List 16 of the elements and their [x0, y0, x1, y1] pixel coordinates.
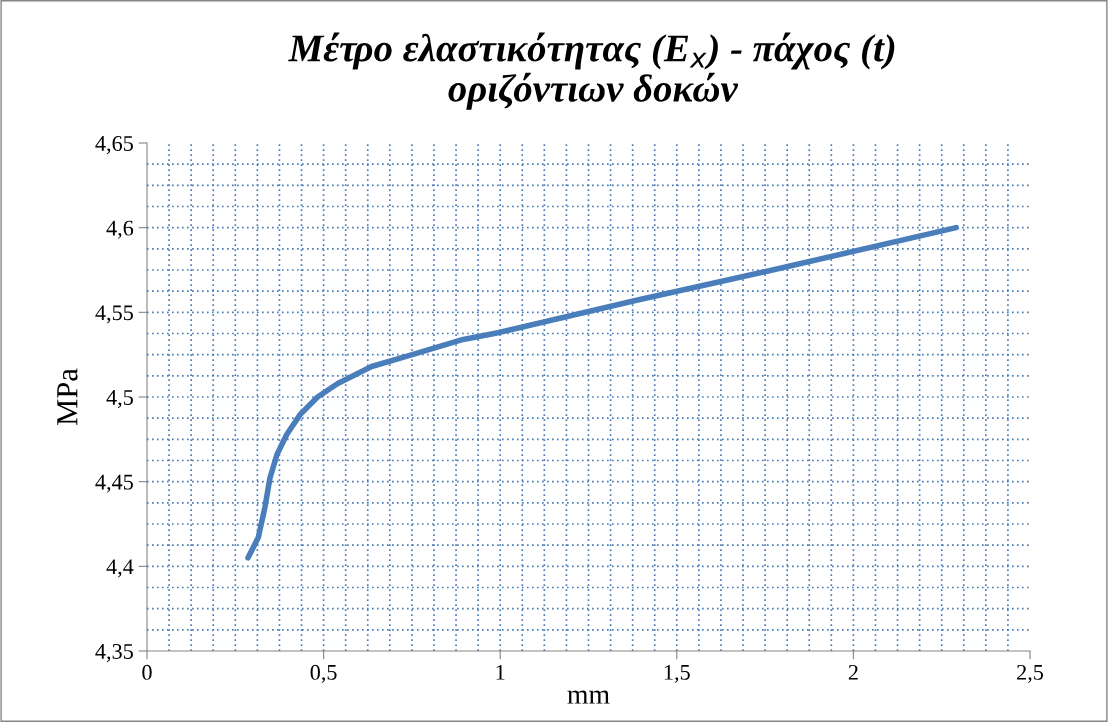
x-tick-label: 2 — [848, 664, 858, 680]
x-axis-title: mm — [567, 690, 610, 704]
y-tick-label: 4,35 — [95, 643, 133, 663]
y-tick-label: 4,65 — [95, 135, 133, 155]
x-tick-label: 0 — [142, 664, 152, 680]
x-tick-label: 1,5 — [664, 664, 690, 684]
y-axis-title: MPa — [57, 368, 78, 425]
y-tick-label: 4,5 — [106, 390, 133, 409]
y-tick-label: 4,4 — [106, 559, 134, 578]
y-tick-label: 4,6 — [106, 220, 134, 239]
y-tick-label: 4,45 — [95, 474, 133, 493]
x-tick-label: 2,5 — [1017, 664, 1044, 684]
x-tick-label: 0,5 — [310, 664, 337, 684]
chart-title: Μέτρο ελαστικότητας (E$_{x}$) - πάχος (t) οριζόντιων δοκών — [288, 32, 895, 110]
x-tick-label: 1 — [496, 664, 505, 680]
y-tick-label: 4,55 — [95, 305, 133, 324]
